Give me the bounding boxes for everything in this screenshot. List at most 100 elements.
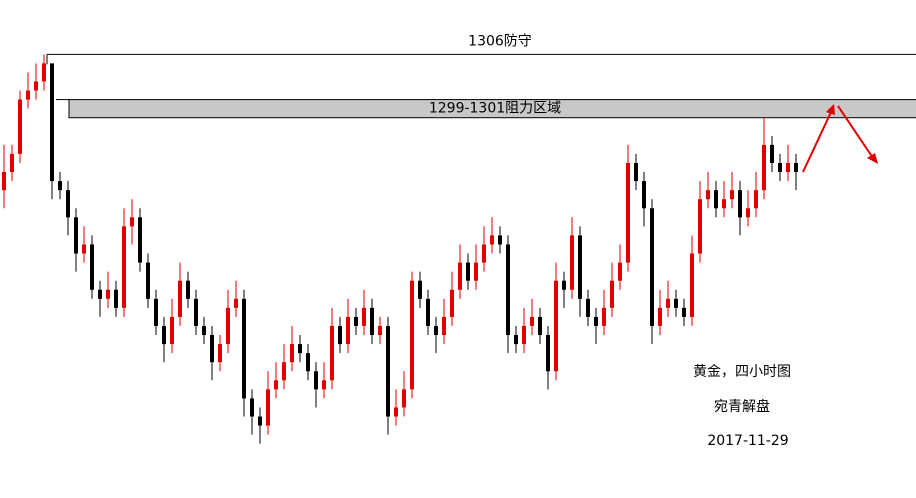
candle-body bbox=[690, 253, 694, 317]
arrow-down bbox=[837, 105, 874, 159]
candle-body bbox=[338, 325, 342, 345]
candle-body bbox=[114, 289, 118, 308]
candle-body bbox=[130, 217, 134, 227]
candle-body bbox=[570, 235, 574, 290]
candle-body bbox=[458, 262, 462, 290]
level-label: 1306防守 bbox=[468, 33, 532, 49]
candle-body bbox=[106, 289, 110, 299]
candle-body bbox=[362, 307, 366, 326]
candle-body bbox=[122, 226, 126, 308]
candle-body bbox=[602, 307, 606, 326]
note: 宛青解盘 bbox=[714, 398, 770, 415]
candle-body bbox=[178, 280, 182, 317]
candle-body bbox=[426, 298, 430, 326]
candle-body bbox=[578, 235, 582, 299]
candle-body bbox=[738, 190, 742, 218]
candle-body bbox=[498, 235, 502, 245]
candle-body bbox=[2, 172, 6, 191]
candle-body bbox=[562, 280, 566, 290]
candle-body bbox=[386, 325, 390, 417]
candle-body bbox=[42, 63, 46, 82]
candle-body bbox=[306, 353, 310, 372]
candle-body bbox=[50, 63, 54, 182]
annotations: 1306防守 1299-1301阻力区域 bbox=[46, 33, 916, 119]
candle-body bbox=[418, 280, 422, 299]
candle-body bbox=[210, 335, 214, 363]
candle-body bbox=[314, 371, 318, 390]
candle-body bbox=[626, 162, 630, 263]
candle-body bbox=[322, 380, 326, 390]
candle-body bbox=[778, 162, 782, 173]
candle-body bbox=[218, 344, 222, 363]
candle-body bbox=[730, 190, 734, 200]
candle-body bbox=[794, 162, 798, 173]
candle-body bbox=[450, 289, 454, 317]
candle-body bbox=[170, 316, 174, 345]
candle-body bbox=[490, 235, 494, 245]
candle-body bbox=[482, 244, 486, 263]
candle-body bbox=[330, 325, 334, 381]
candle-body bbox=[714, 190, 718, 209]
candle-body bbox=[10, 153, 14, 173]
candle-body bbox=[770, 144, 774, 163]
candle-body bbox=[522, 325, 526, 345]
candle-body bbox=[538, 316, 542, 336]
candle-body bbox=[650, 208, 654, 326]
candle-body bbox=[154, 298, 158, 326]
candle-body bbox=[370, 307, 374, 336]
candle-body bbox=[266, 389, 270, 426]
candle-body bbox=[506, 244, 510, 336]
candle-body bbox=[594, 316, 598, 326]
candle-body bbox=[290, 344, 294, 363]
candle-body bbox=[530, 316, 534, 326]
candle-body bbox=[402, 389, 406, 408]
candle-body bbox=[194, 298, 198, 326]
note: 黄金，四小时图 bbox=[693, 363, 791, 380]
candle-body bbox=[26, 90, 30, 100]
candle-body bbox=[346, 316, 350, 345]
candle-body bbox=[226, 307, 230, 345]
candle-body bbox=[202, 325, 206, 336]
candle-body bbox=[722, 199, 726, 209]
candle-body bbox=[90, 244, 94, 290]
candle-body bbox=[706, 190, 710, 200]
candle-body bbox=[618, 262, 622, 281]
candle-body bbox=[138, 217, 142, 263]
candle-body bbox=[234, 298, 238, 308]
candles bbox=[2, 54, 798, 444]
candle-body bbox=[66, 190, 70, 218]
candle-body bbox=[74, 217, 78, 254]
candle-body bbox=[250, 398, 254, 417]
candle-body bbox=[466, 262, 470, 281]
arrow-head bbox=[826, 104, 835, 115]
arrow-head bbox=[867, 153, 878, 164]
candle-body bbox=[786, 162, 790, 173]
candle-body bbox=[242, 298, 246, 399]
candle-body bbox=[682, 307, 686, 317]
candle-body bbox=[410, 280, 414, 390]
candle-body bbox=[514, 335, 518, 345]
candle-body bbox=[162, 325, 166, 345]
candle-body bbox=[754, 190, 758, 209]
candle-body bbox=[698, 199, 702, 254]
candle-body bbox=[546, 335, 550, 372]
candle-body bbox=[82, 244, 86, 254]
candle-body bbox=[746, 208, 750, 218]
candle-body bbox=[434, 325, 438, 336]
note: 2017-11-29 bbox=[707, 433, 788, 449]
candle-body bbox=[474, 262, 478, 281]
arrow-up bbox=[802, 109, 833, 173]
candle-body bbox=[442, 316, 446, 336]
candle-body bbox=[762, 144, 766, 191]
candle-body bbox=[554, 280, 558, 372]
candle-body bbox=[34, 81, 38, 91]
candle-body bbox=[354, 316, 358, 326]
candle-body bbox=[674, 298, 678, 308]
candle-body bbox=[18, 99, 22, 154]
candle-body bbox=[666, 298, 670, 308]
candle-body bbox=[274, 380, 278, 390]
candle-body bbox=[58, 181, 62, 191]
candle-body bbox=[98, 289, 102, 299]
